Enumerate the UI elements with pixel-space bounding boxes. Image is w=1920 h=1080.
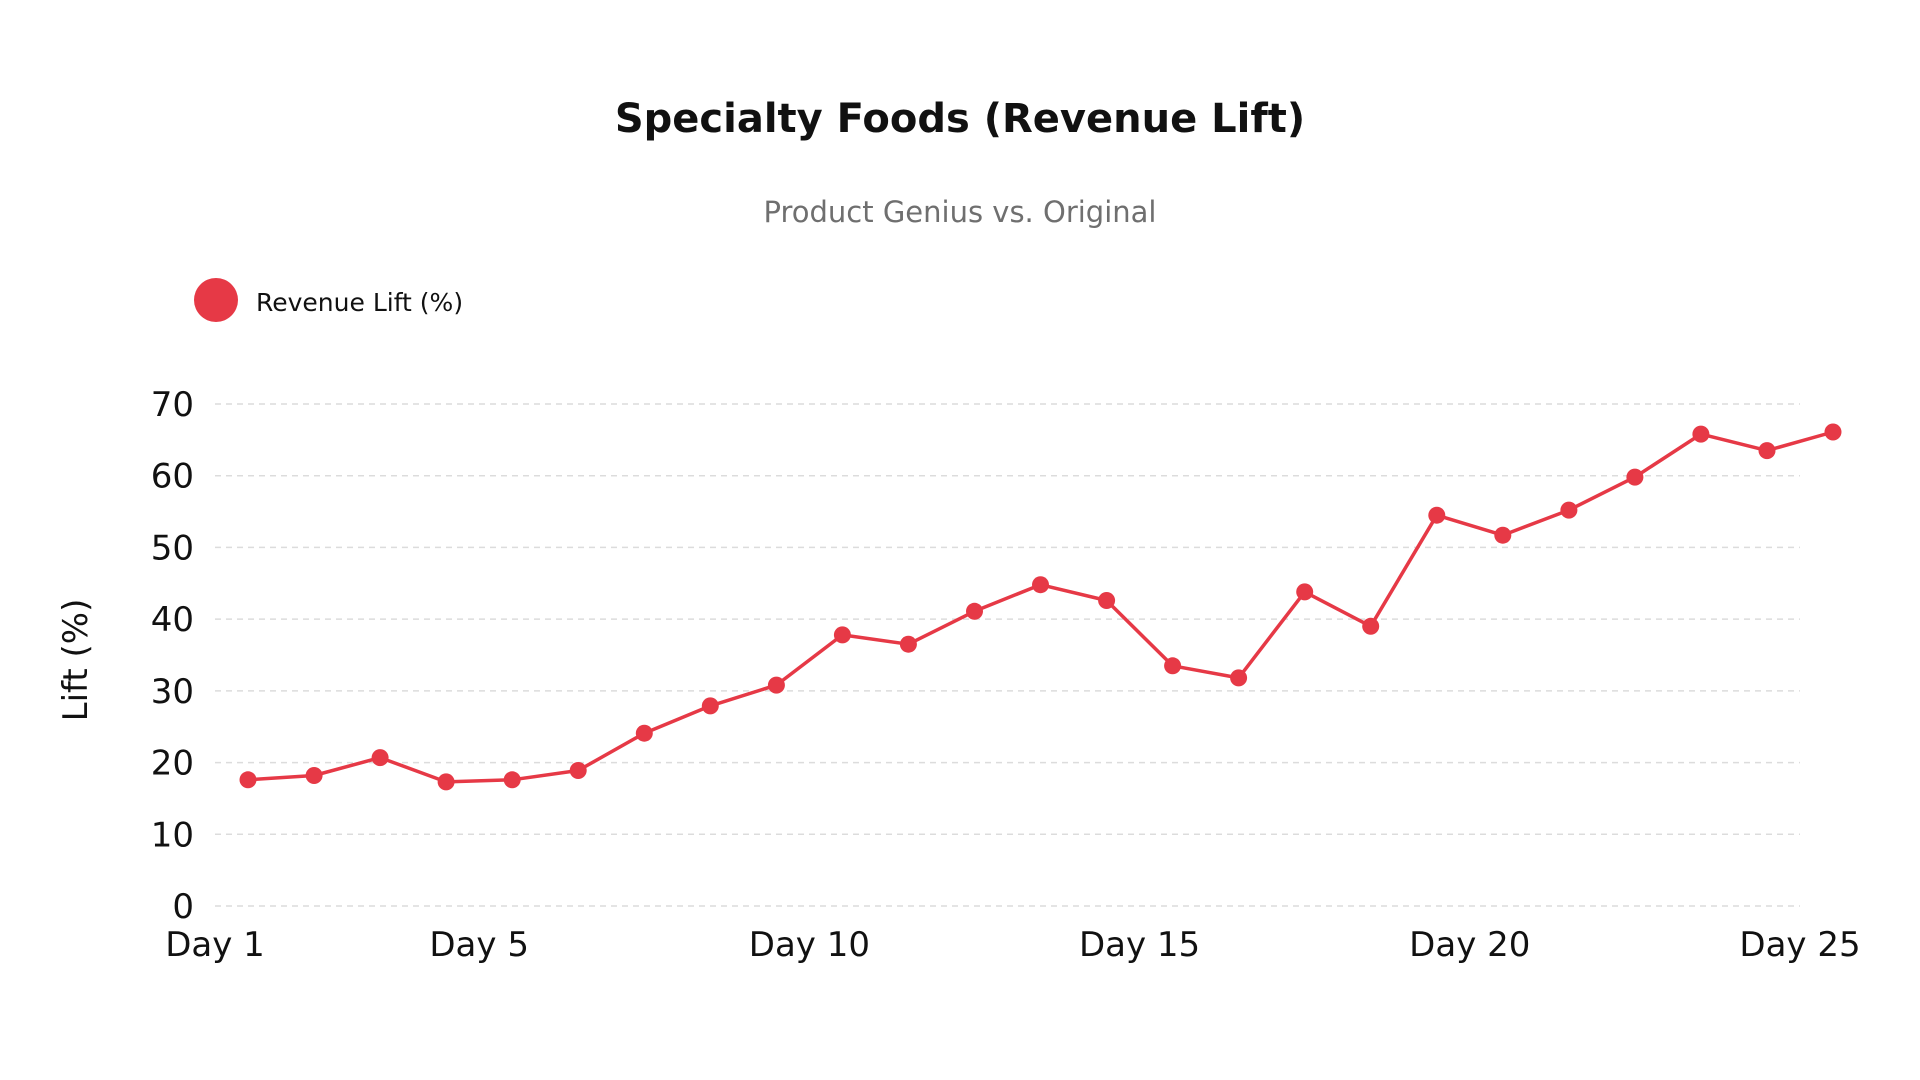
y-axis-label: Lift (%) <box>56 599 96 722</box>
data-point-9 <box>767 676 785 694</box>
data-point-22 <box>1626 468 1644 486</box>
data-point-5 <box>503 771 521 789</box>
data-point-13 <box>1032 576 1049 594</box>
data-point-23 <box>1692 425 1710 443</box>
y-tick-label-60: 60 <box>151 457 194 497</box>
data-point-16 <box>1230 669 1248 687</box>
x-tick-label-5: Day 5 <box>429 925 529 965</box>
data-point-19 <box>1428 506 1446 524</box>
data-point-7 <box>635 724 653 742</box>
data-point-25 <box>1824 423 1842 441</box>
chart-title: Specialty Foods (Revenue Lift) <box>615 96 1305 142</box>
data-point-14 <box>1098 592 1116 609</box>
y-tick-label-10: 10 <box>151 815 194 855</box>
data-point-2 <box>305 767 323 784</box>
data-point-11 <box>899 635 917 653</box>
data-point-15 <box>1164 657 1182 675</box>
legend-marker <box>194 278 238 322</box>
data-point-18 <box>1362 617 1380 635</box>
y-tick-label-50: 50 <box>151 528 194 568</box>
data-point-24 <box>1758 442 1776 460</box>
series-revenue-lift <box>239 423 1842 791</box>
data-point-4 <box>437 773 455 791</box>
legend: Revenue Lift (%) <box>194 278 463 322</box>
x-tick-label-1: Day 1 <box>165 925 265 965</box>
y-tick-label-0: 0 <box>172 887 194 927</box>
y-tick-labels: 0 10 20 30 40 50 60 70 <box>151 385 194 927</box>
y-tick-label-20: 20 <box>151 744 194 784</box>
data-point-6 <box>569 762 587 779</box>
data-point-21 <box>1560 501 1578 519</box>
x-tick-label-10: Day 10 <box>749 925 870 965</box>
x-tick-label-25: Day 25 <box>1739 925 1860 965</box>
chart-subtitle: Product Genius vs. Original <box>764 195 1157 229</box>
series-line-0 <box>246 430 1835 784</box>
data-point-10 <box>833 626 851 644</box>
data-point-3 <box>371 749 389 767</box>
data-point-12 <box>966 602 983 620</box>
x-tick-labels: Day 1 Day 5 Day 10 Day 15 Day 20 Day 25 <box>165 925 1860 965</box>
x-tick-label-15: Day 15 <box>1079 925 1200 965</box>
data-point-20 <box>1494 526 1512 544</box>
data-point-1 <box>239 771 257 789</box>
grid-lines <box>215 403 1800 907</box>
y-tick-label-30: 30 <box>151 672 194 712</box>
y-tick-label-70: 70 <box>151 385 194 425</box>
y-tick-label-40: 40 <box>151 600 194 640</box>
legend-label: Revenue Lift (%) <box>256 288 463 317</box>
x-tick-label-20: Day 20 <box>1409 925 1530 965</box>
data-point-17 <box>1296 583 1314 601</box>
data-point-8 <box>701 697 719 715</box>
